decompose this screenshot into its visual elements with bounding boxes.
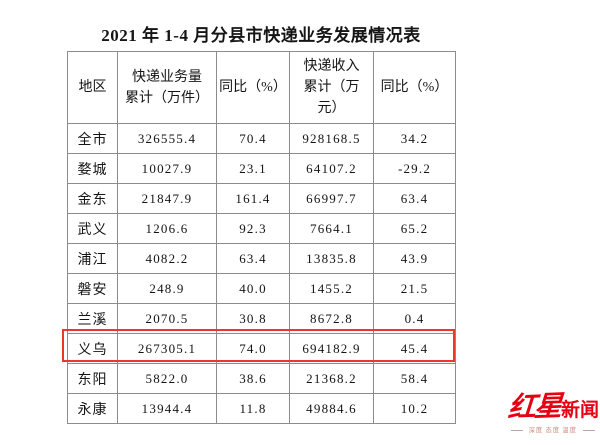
- table-row: 义乌 267305.1 74.0 694182.9 45.4: [67, 333, 456, 364]
- value-cell: 64107.2: [289, 153, 374, 184]
- region-cell: 金东: [67, 183, 118, 214]
- value-cell: 1455.2: [289, 273, 374, 304]
- region-cell: 婺城: [67, 153, 118, 184]
- value-cell: 928168.5: [289, 123, 374, 154]
- express-stats-table: 地区 快递业务量 累计（万件） 同比（%） 快递收入 累计（万 元） 同比（%）…: [67, 51, 456, 424]
- value-cell: 43.9: [373, 243, 456, 274]
- region-cell: 兰溪: [67, 303, 118, 334]
- region-cell: 永康: [67, 393, 118, 424]
- value-cell: 66997.7: [289, 183, 374, 214]
- table-row: 金东 21847.9 161.4 66997.7 63.4: [67, 183, 456, 214]
- tagline-right-dash: [582, 429, 595, 431]
- value-cell: 694182.9: [289, 333, 374, 364]
- value-cell: 45.4: [373, 333, 456, 364]
- value-cell: 11.8: [216, 393, 290, 424]
- table-row: 兰溪 2070.5 30.8 8672.8 0.4: [67, 303, 456, 334]
- table-row: 东阳 5822.0 38.6 21368.2 58.4: [67, 363, 456, 394]
- header-volume-total: 快递业务量 累计（万件）: [117, 51, 217, 124]
- value-cell: 8672.8: [289, 303, 374, 334]
- value-cell: 38.6: [216, 363, 290, 394]
- region-cell: 东阳: [67, 363, 118, 394]
- table-title: 2021 年 1-4 月分县市快递业务发展情况表: [101, 26, 421, 45]
- header-region: 地区: [67, 51, 118, 124]
- header-revenue-total: 快递收入 累计（万 元）: [289, 51, 374, 124]
- value-cell: 21.5: [373, 273, 456, 304]
- table-body: 全市 326555.4 70.4 928168.5 34.2 婺城 10027.9 23.1 6…: [67, 123, 456, 424]
- tagline-left-dash: [511, 429, 524, 431]
- value-cell: 70.4: [216, 123, 290, 154]
- value-cell: 13835.8: [289, 243, 374, 274]
- header-volume-yoy: 同比（%）: [216, 51, 290, 124]
- logo-brand-script-part: 红星: [506, 391, 562, 424]
- value-cell: -29.2: [373, 153, 456, 184]
- value-cell: 40.0: [216, 273, 290, 304]
- value-cell: 34.2: [373, 123, 456, 154]
- value-cell: 267305.1: [117, 333, 217, 364]
- value-cell: 10027.9: [117, 153, 217, 184]
- value-cell: 49884.6: [289, 393, 374, 424]
- value-cell: 58.4: [373, 363, 456, 394]
- table-row: 浦江 4082.2 63.4 13835.8 43.9: [67, 243, 456, 274]
- value-cell: 2070.5: [117, 303, 217, 334]
- table-header: 地区 快递业务量 累计（万件） 同比（%） 快递收入 累计（万 元） 同比（%）: [67, 51, 456, 124]
- value-cell: 92.3: [216, 213, 290, 244]
- value-cell: 21847.9: [117, 183, 217, 214]
- region-cell: 武义: [67, 213, 118, 244]
- value-cell: 4082.2: [117, 243, 217, 274]
- red-star-news-logo: 红星新闻 深度 态度 温度: [506, 391, 600, 435]
- header-row: 地区 快递业务量 累计（万件） 同比（%） 快递收入 累计（万 元） 同比（%）: [67, 51, 456, 124]
- region-cell: 义乌: [67, 333, 118, 364]
- region-cell: 浦江: [67, 243, 118, 274]
- table-row: 婺城 10027.9 23.1 64107.2 -29.2: [67, 153, 456, 184]
- value-cell: 63.4: [373, 183, 456, 214]
- value-cell: 5822.0: [117, 363, 217, 394]
- value-cell: 63.4: [216, 243, 290, 274]
- logo-brand: 红星新闻: [506, 391, 600, 424]
- value-cell: 1206.6: [117, 213, 217, 244]
- value-cell: 23.1: [216, 153, 290, 184]
- logo-brand-bold-part: 新闻: [561, 400, 600, 421]
- value-cell: 13944.4: [117, 393, 217, 424]
- value-cell: 7664.1: [289, 213, 374, 244]
- logo-tagline: 深度 态度 温度: [508, 425, 598, 435]
- logo-tagline-text: 深度 态度 温度: [528, 426, 578, 434]
- table-row: 全市 326555.4 70.4 928168.5 34.2: [67, 123, 456, 154]
- value-cell: 10.2: [373, 393, 456, 424]
- table-row: 磐安 248.9 40.0 1455.2 21.5: [67, 273, 456, 304]
- region-cell: 磐安: [67, 273, 118, 304]
- region-cell: 全市: [67, 123, 118, 154]
- value-cell: 65.2: [373, 213, 456, 244]
- value-cell: 161.4: [216, 183, 290, 214]
- value-cell: 30.8: [216, 303, 290, 334]
- value-cell: 0.4: [373, 303, 456, 334]
- value-cell: 21368.2: [289, 363, 374, 394]
- value-cell: 326555.4: [117, 123, 217, 154]
- header-revenue-yoy: 同比（%）: [373, 51, 456, 124]
- table-row: 永康 13944.4 11.8 49884.6 10.2: [67, 393, 456, 424]
- value-cell: 248.9: [117, 273, 217, 304]
- value-cell: 74.0: [216, 333, 290, 364]
- table-row: 武义 1206.6 92.3 7664.1 65.2: [67, 213, 456, 244]
